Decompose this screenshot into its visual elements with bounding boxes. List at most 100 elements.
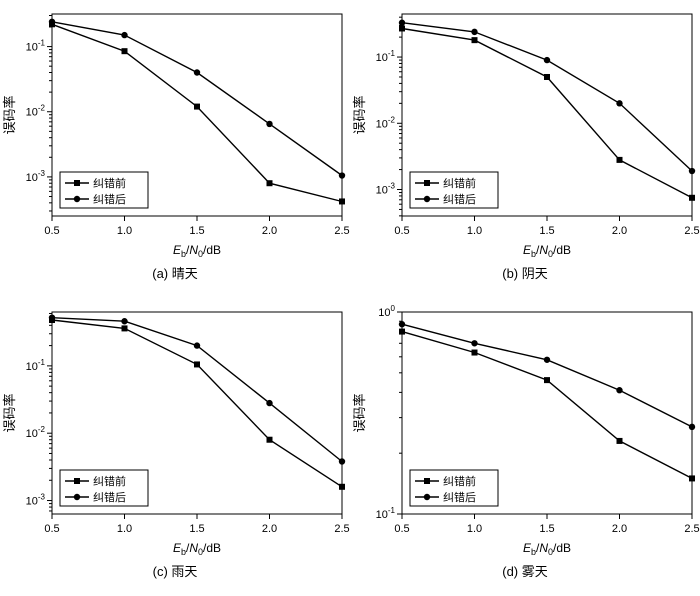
square-marker <box>689 194 695 201</box>
square-marker <box>616 156 623 163</box>
x-tick-label: 2.5 <box>334 523 349 535</box>
square-marker <box>424 180 430 186</box>
series-line <box>401 22 693 172</box>
legend-label: 纠错后 <box>93 490 126 504</box>
chart-c-y-axis-label: 误码率 <box>2 393 17 432</box>
circle-marker <box>471 28 478 36</box>
x-tick-label: 2.0 <box>262 225 277 237</box>
series-line <box>51 21 343 177</box>
y-tick-label: 10-2 <box>26 425 46 440</box>
legend-label: 纠错前 <box>93 474 126 488</box>
circle-marker <box>266 399 273 407</box>
x-tick-label: 1.0 <box>117 523 132 535</box>
x-axis-label: Eb/N0/dB <box>523 243 571 259</box>
circle-marker <box>73 493 81 501</box>
y-tick-label: 10-1 <box>376 49 396 64</box>
x-tick-label: 0.5 <box>44 225 59 237</box>
x-tick-label: 1.0 <box>467 523 482 535</box>
legend-label: 纠错后 <box>443 192 476 206</box>
circle-marker <box>471 340 478 347</box>
legend-label: 纠错前 <box>443 176 476 190</box>
legend-label: 纠错后 <box>93 192 126 206</box>
x-tick-label: 1.5 <box>539 225 554 237</box>
x-tick-label: 2.5 <box>684 523 699 535</box>
y-tick-label: 10-3 <box>26 493 46 508</box>
square-marker <box>471 349 478 356</box>
chart-a-caption: (a) 晴天 <box>152 266 198 281</box>
x-tick-label: 2.5 <box>684 225 699 237</box>
chart-d-caption: (d) 雾天 <box>502 564 548 579</box>
circle-marker <box>193 342 201 349</box>
circle-marker <box>338 172 346 179</box>
chart-d-y-axis-label: 误码率 <box>352 393 367 432</box>
chart-a-y-axis-label: 误码率 <box>2 95 17 134</box>
square-marker <box>194 361 200 368</box>
circle-marker <box>423 195 431 203</box>
x-axis-label: Eb/N0/dB <box>523 541 571 557</box>
square-marker <box>544 73 550 80</box>
circle-marker <box>688 167 696 175</box>
square-marker <box>544 377 550 384</box>
circle-marker <box>266 120 273 128</box>
square-marker <box>74 180 80 186</box>
legend-label: 纠错后 <box>443 490 476 504</box>
circle-marker <box>193 69 201 76</box>
legend-label: 纠错前 <box>443 474 476 488</box>
y-tick-label: 100 <box>378 304 395 319</box>
circle-marker <box>423 493 431 501</box>
square-marker <box>266 436 273 443</box>
square-marker <box>266 180 273 187</box>
circle-marker <box>338 458 346 465</box>
square-marker <box>471 37 478 44</box>
legend-box <box>59 171 149 209</box>
legend-label: 纠错前 <box>93 176 126 190</box>
circle-marker <box>48 18 56 26</box>
square-marker <box>689 475 695 482</box>
legend-box <box>409 171 499 209</box>
square-marker <box>399 25 405 32</box>
x-tick-label: 0.5 <box>394 523 409 535</box>
square-marker <box>399 328 405 335</box>
x-tick-label: 2.5 <box>334 225 349 237</box>
square-marker <box>74 478 80 484</box>
y-tick-label: 10-1 <box>376 506 396 521</box>
circle-marker <box>121 318 128 325</box>
x-tick-label: 1.5 <box>189 225 204 237</box>
x-tick-label: 0.5 <box>44 523 59 535</box>
circle-marker <box>543 356 551 363</box>
x-tick-label: 2.0 <box>612 523 627 535</box>
y-tick-label: 10-3 <box>26 169 46 184</box>
y-tick-label: 10-2 <box>26 104 46 119</box>
square-marker <box>194 103 200 110</box>
chart-b-y-axis-label: 误码率 <box>352 95 367 134</box>
x-axis-label: Eb/N0/dB <box>173 541 221 557</box>
x-tick-label: 2.0 <box>262 523 277 535</box>
circle-marker <box>398 321 406 328</box>
chart-panel-b: 0.5 1.0 1.5 2.0 2.5 10-1 10-2 10-3 纠错前 纠错后 Eb/N0/d… <box>350 0 700 298</box>
y-tick-label: 10-1 <box>26 39 46 54</box>
circle-marker <box>48 314 56 321</box>
series-line <box>51 317 343 463</box>
y-tick-label: 10-1 <box>26 358 46 373</box>
chart-b-caption: (b) 阴天 <box>502 266 548 281</box>
circle-marker <box>616 387 623 394</box>
x-tick-label: 2.0 <box>612 225 627 237</box>
square-marker <box>121 325 128 332</box>
y-tick-label: 10-2 <box>376 115 396 130</box>
y-tick-label: 10-3 <box>376 182 396 197</box>
circle-marker <box>398 19 406 26</box>
square-marker <box>616 437 623 444</box>
x-tick-label: 0.5 <box>394 225 409 237</box>
